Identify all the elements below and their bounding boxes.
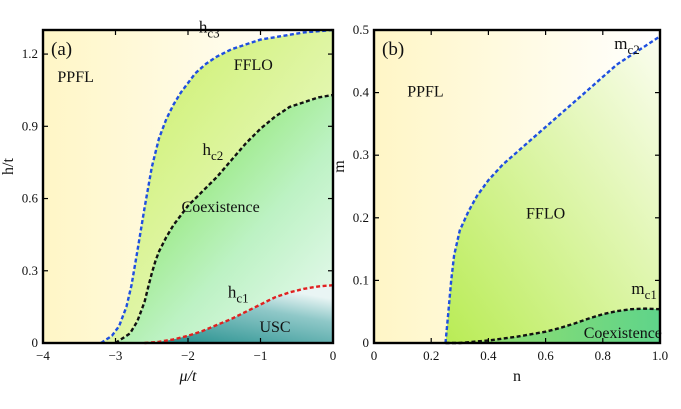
y-tick-label: 1.2 xyxy=(22,46,38,61)
y-tick-label: 0.4 xyxy=(353,85,370,100)
series-label-hc2: hc2 xyxy=(203,140,224,163)
x-tick-label: −2 xyxy=(181,348,195,363)
region-label-coexistence: Coexistence xyxy=(182,199,260,216)
y-tick-label: 0 xyxy=(363,335,370,350)
series-line-hc2 xyxy=(114,93,334,345)
series-line-mc1 xyxy=(445,307,661,345)
series-label-name: m xyxy=(614,34,627,53)
region-label-fflo: FFLO xyxy=(526,205,565,222)
x-tick-label: 1.0 xyxy=(652,348,668,363)
x-tick-label: 0.2 xyxy=(423,348,439,363)
region-label-usc: USC xyxy=(259,319,290,336)
region-label-coexistence: Coexistence xyxy=(584,325,662,342)
region-fills xyxy=(101,30,333,343)
y-axis-label: h/t xyxy=(0,158,17,175)
series-label-subscript: c2 xyxy=(627,42,639,57)
y-tick-label: 0.1 xyxy=(353,272,369,287)
series-label-mc2: mc2 xyxy=(614,34,640,57)
plot-frame xyxy=(372,28,662,345)
series-line-hc1 xyxy=(144,284,334,345)
series-label-name: m xyxy=(631,279,644,298)
panel-label: (a) xyxy=(51,39,72,60)
region-usc xyxy=(144,285,333,343)
x-axis-label: μ/t xyxy=(179,368,197,385)
x-tick-label: 0.8 xyxy=(595,348,611,363)
y-tick-label: 0.3 xyxy=(22,263,38,278)
series-label-name: h xyxy=(228,282,237,301)
x-axis-label: n xyxy=(513,368,521,385)
y-tick-label: 0.9 xyxy=(22,118,38,133)
series-label-hc1: hc1 xyxy=(228,282,249,305)
series-line-hc3 xyxy=(100,28,334,345)
x-tick-label: 0 xyxy=(330,348,337,363)
series-line-mc2 xyxy=(444,35,661,344)
y-tick-label: 0.3 xyxy=(353,147,369,162)
y-tick-label: 0.6 xyxy=(22,191,39,206)
x-tick-label: 0.6 xyxy=(537,348,554,363)
series-label-mc1: mc1 xyxy=(631,279,657,302)
y-tick-label: 0.2 xyxy=(353,210,369,225)
series-label-name: h xyxy=(203,140,212,159)
x-tick-label: −4 xyxy=(36,348,50,363)
region-fills xyxy=(445,36,660,343)
region-label-ppfl: PPFL xyxy=(407,83,443,100)
region-coexistence xyxy=(115,95,333,343)
y-tick-label: 0 xyxy=(32,335,39,350)
panel-label: (b) xyxy=(382,39,404,60)
series-label-subscript: c3 xyxy=(207,25,219,40)
x-tick-label: 0 xyxy=(371,348,378,363)
series-label-subscript: c1 xyxy=(236,290,248,305)
series-label-subscript: c2 xyxy=(211,148,223,163)
region-label-fflo: FFLO xyxy=(234,57,273,74)
y-axis-label: m xyxy=(331,160,348,173)
region-fflo xyxy=(445,36,660,343)
x-tick-label: −1 xyxy=(254,348,268,363)
x-tick-label: 0.4 xyxy=(480,348,497,363)
y-tick-label: 0.5 xyxy=(353,22,369,37)
region-fflo xyxy=(101,30,333,343)
series-label-subscript: c1 xyxy=(645,287,657,302)
x-tick-label: −3 xyxy=(109,348,123,363)
series-label-name: h xyxy=(199,17,208,36)
region-coexistence xyxy=(445,308,660,343)
region-label-ppfl: PPFL xyxy=(57,69,93,86)
